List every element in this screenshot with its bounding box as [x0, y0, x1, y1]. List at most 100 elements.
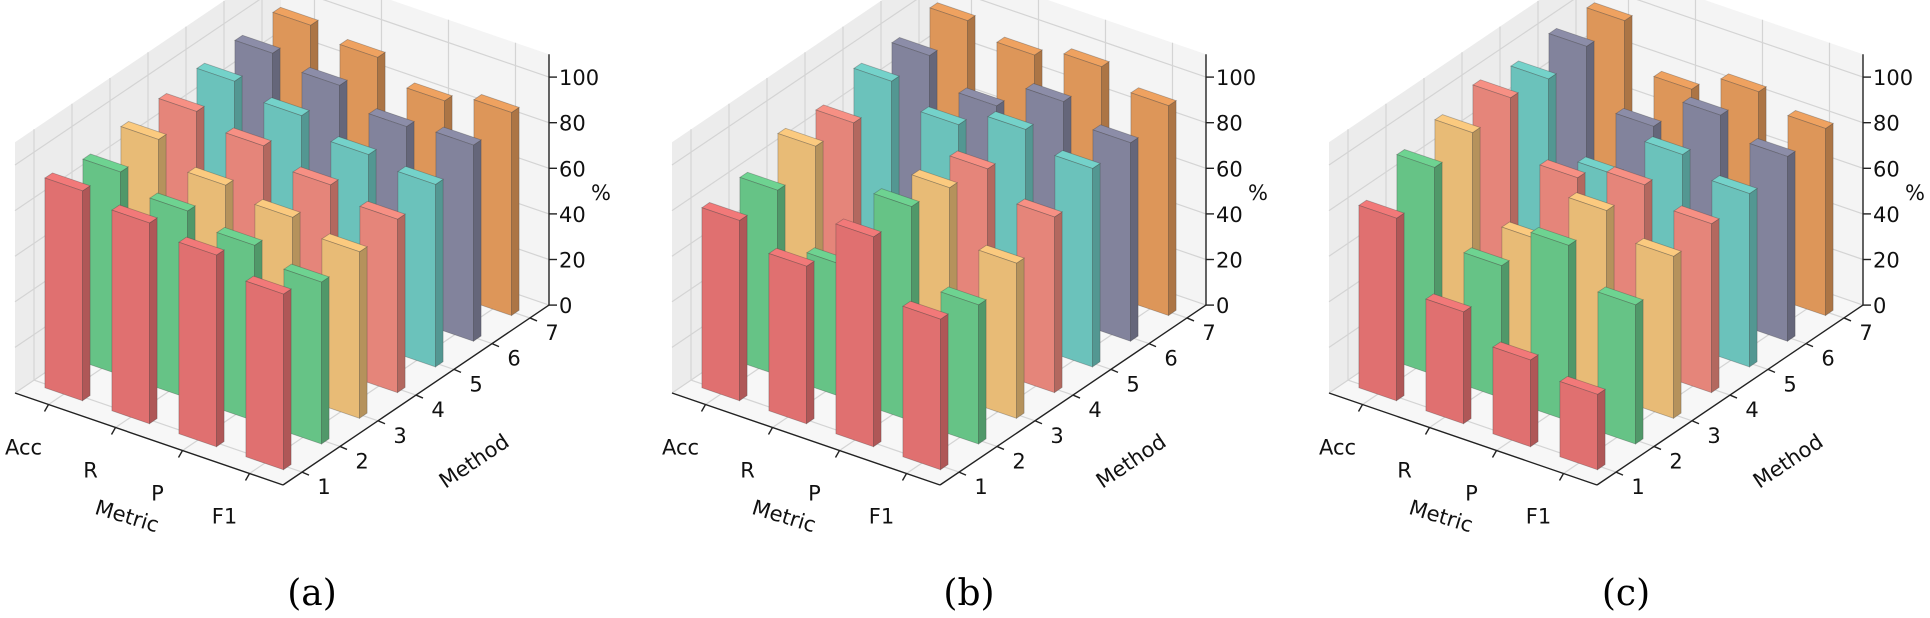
- bar-top: [911, 169, 958, 189]
- bar-top: [949, 150, 996, 170]
- metric-tick: [1558, 473, 1565, 481]
- bar-top: [1586, 2, 1633, 22]
- method-tick-label: 1: [1631, 475, 1644, 499]
- method-tick: [491, 343, 500, 348]
- bar-side: [1673, 250, 1682, 420]
- metric-tick: [834, 450, 841, 458]
- z-tick-label: 20: [1873, 249, 1900, 273]
- bar-top: [853, 62, 900, 82]
- method-tick-label: 6: [507, 347, 520, 371]
- method-tick-label: 7: [1202, 321, 1215, 345]
- panel-a: AccRPF11234567020406080100MetricMethod%(…: [5, 0, 611, 614]
- metric-tick: [244, 473, 251, 481]
- metric-tick-label: P: [1465, 482, 1478, 506]
- method-tick-label: 1: [317, 475, 330, 499]
- metric-tick: [1424, 427, 1431, 435]
- bar-top: [368, 108, 415, 128]
- bar-top: [920, 106, 967, 126]
- method-tick: [1148, 343, 1157, 348]
- bar-side: [1825, 122, 1834, 317]
- bar-front: [1559, 380, 1598, 471]
- bar: [359, 200, 406, 394]
- metric-tick-label: F1: [869, 505, 894, 529]
- metric-tick-label: R: [740, 459, 755, 483]
- bar-top: [406, 82, 453, 102]
- bar-side: [1749, 187, 1758, 368]
- bar-top: [1530, 226, 1577, 246]
- bar-front: [1463, 252, 1502, 399]
- bars: [44, 6, 520, 471]
- z-tick-label: 60: [1216, 157, 1243, 181]
- bar-side: [82, 185, 91, 402]
- z-tick-label: 80: [1216, 112, 1243, 136]
- bar-top: [1711, 175, 1758, 195]
- bar-top: [1063, 48, 1110, 68]
- z-tick-label: 20: [1216, 249, 1243, 273]
- bar-top: [1472, 79, 1519, 99]
- bar-side: [739, 214, 748, 402]
- metric-tick: [1491, 450, 1498, 458]
- bar-side: [359, 245, 368, 420]
- bar-side: [1016, 257, 1025, 420]
- bar-top: [158, 93, 205, 112]
- bar-top: [1434, 114, 1481, 134]
- method-tick-label: 5: [469, 372, 482, 396]
- panel-c: AccRPF11234567020406080100MetricMethod%(…: [1319, 0, 1925, 614]
- method-tick: [1034, 420, 1043, 425]
- bar: [768, 247, 815, 425]
- bar-top: [111, 204, 158, 224]
- bar-side: [149, 217, 158, 425]
- method-tick: [1110, 368, 1119, 373]
- bar-top: [435, 126, 482, 146]
- bar-top: [1396, 149, 1443, 168]
- bar-top: [254, 198, 301, 218]
- bar-top: [929, 2, 976, 22]
- metric-tick: [177, 450, 184, 458]
- metric-axis: [1328, 392, 1598, 486]
- bar-top: [149, 192, 196, 212]
- z-tick-label: 0: [1873, 294, 1886, 318]
- bar-top: [1682, 96, 1729, 116]
- bar: [44, 172, 91, 402]
- metric-tick-label: P: [151, 482, 164, 506]
- bar-top: [234, 34, 281, 54]
- bar-front: [111, 209, 150, 425]
- panel-caption: (a): [287, 573, 337, 614]
- bar-top: [473, 94, 520, 113]
- bar-top: [120, 121, 167, 140]
- method-tick-label: 2: [355, 449, 368, 473]
- metric-tick: [767, 427, 774, 435]
- bar-side: [940, 313, 949, 471]
- bar-side: [1711, 217, 1720, 394]
- bar-top: [330, 136, 377, 156]
- method-tick: [1615, 471, 1624, 476]
- bar-top: [1548, 27, 1595, 47]
- bar: [835, 218, 882, 448]
- bar-side: [1092, 162, 1101, 368]
- bar-side: [873, 231, 882, 448]
- bar-side: [397, 213, 406, 394]
- z-tick-label: 100: [559, 66, 599, 90]
- method-tick: [415, 394, 424, 399]
- method-tick: [1767, 368, 1776, 373]
- z-tick-label: 60: [1873, 157, 1900, 181]
- bar-top: [835, 218, 882, 238]
- bar: [1787, 110, 1834, 317]
- bar-top: [1092, 124, 1139, 144]
- bar-side: [216, 249, 225, 448]
- metric-tick: [110, 427, 117, 435]
- bar-top: [958, 87, 1005, 107]
- method-tick: [1072, 394, 1081, 399]
- bar: [1425, 293, 1472, 425]
- z-axis-label: %: [591, 181, 611, 205]
- method-tick-label: 4: [431, 398, 444, 422]
- bar-side: [283, 288, 292, 471]
- method-tick: [1805, 343, 1814, 348]
- bar-side: [1396, 212, 1405, 402]
- metric-tick: [1357, 404, 1364, 412]
- method-tick: [958, 471, 967, 476]
- bar-top: [216, 226, 263, 246]
- method-tick: [1653, 445, 1662, 451]
- bar: [1635, 237, 1682, 420]
